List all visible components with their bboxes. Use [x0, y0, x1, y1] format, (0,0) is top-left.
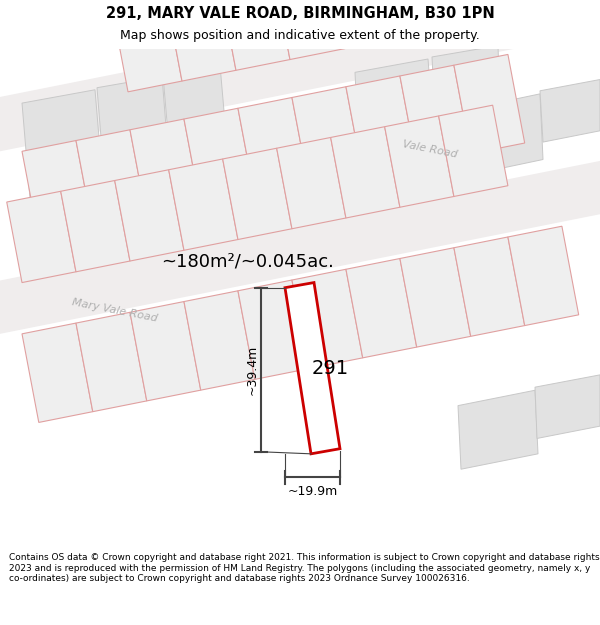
Polygon shape: [435, 0, 506, 28]
Polygon shape: [292, 269, 363, 369]
Polygon shape: [22, 141, 93, 240]
Polygon shape: [0, 161, 600, 334]
Polygon shape: [385, 116, 454, 208]
Polygon shape: [489, 0, 560, 16]
Polygon shape: [22, 323, 93, 422]
Polygon shape: [439, 105, 508, 196]
Polygon shape: [346, 76, 417, 176]
Polygon shape: [462, 94, 543, 176]
Polygon shape: [535, 375, 600, 439]
Polygon shape: [327, 0, 398, 49]
Text: Vale Road: Vale Road: [401, 139, 458, 159]
Polygon shape: [508, 226, 578, 326]
Polygon shape: [273, 0, 344, 59]
Text: ~180m²/~0.045ac.: ~180m²/~0.045ac.: [161, 252, 334, 270]
Polygon shape: [238, 98, 309, 197]
Polygon shape: [331, 127, 400, 218]
Polygon shape: [223, 148, 292, 239]
Text: ~19.9m: ~19.9m: [287, 485, 338, 498]
Polygon shape: [76, 312, 147, 412]
Polygon shape: [165, 0, 236, 81]
Polygon shape: [115, 170, 184, 261]
Polygon shape: [169, 159, 238, 250]
Text: ~39.4m: ~39.4m: [245, 344, 259, 395]
Polygon shape: [400, 65, 471, 164]
Text: Map shows position and indicative extent of the property.: Map shows position and indicative extent…: [120, 29, 480, 42]
Text: Mary Vale Road: Mary Vale Road: [71, 297, 158, 324]
Polygon shape: [163, 65, 225, 134]
Polygon shape: [432, 46, 500, 116]
Polygon shape: [184, 291, 255, 390]
Polygon shape: [285, 282, 340, 454]
Polygon shape: [540, 79, 600, 142]
Polygon shape: [277, 138, 346, 229]
Polygon shape: [238, 280, 309, 379]
Polygon shape: [219, 0, 290, 70]
Polygon shape: [0, 0, 600, 151]
Polygon shape: [76, 130, 147, 229]
Polygon shape: [130, 301, 201, 401]
Text: 291: 291: [311, 359, 349, 378]
Text: 291, MARY VALE ROAD, BIRMINGHAM, B30 1PN: 291, MARY VALE ROAD, BIRMINGHAM, B30 1PN: [106, 6, 494, 21]
Polygon shape: [454, 54, 524, 154]
Text: Contains OS data © Crown copyright and database right 2021. This information is : Contains OS data © Crown copyright and d…: [9, 554, 599, 583]
Polygon shape: [184, 108, 255, 208]
Polygon shape: [61, 181, 130, 272]
Polygon shape: [22, 90, 103, 199]
Polygon shape: [454, 237, 524, 336]
Polygon shape: [130, 119, 201, 218]
Polygon shape: [458, 390, 538, 469]
Polygon shape: [97, 76, 168, 162]
Polygon shape: [111, 0, 182, 92]
Polygon shape: [355, 59, 433, 136]
Polygon shape: [346, 259, 417, 358]
Polygon shape: [400, 248, 471, 347]
Polygon shape: [292, 87, 363, 186]
Polygon shape: [7, 191, 76, 282]
Polygon shape: [381, 0, 452, 38]
